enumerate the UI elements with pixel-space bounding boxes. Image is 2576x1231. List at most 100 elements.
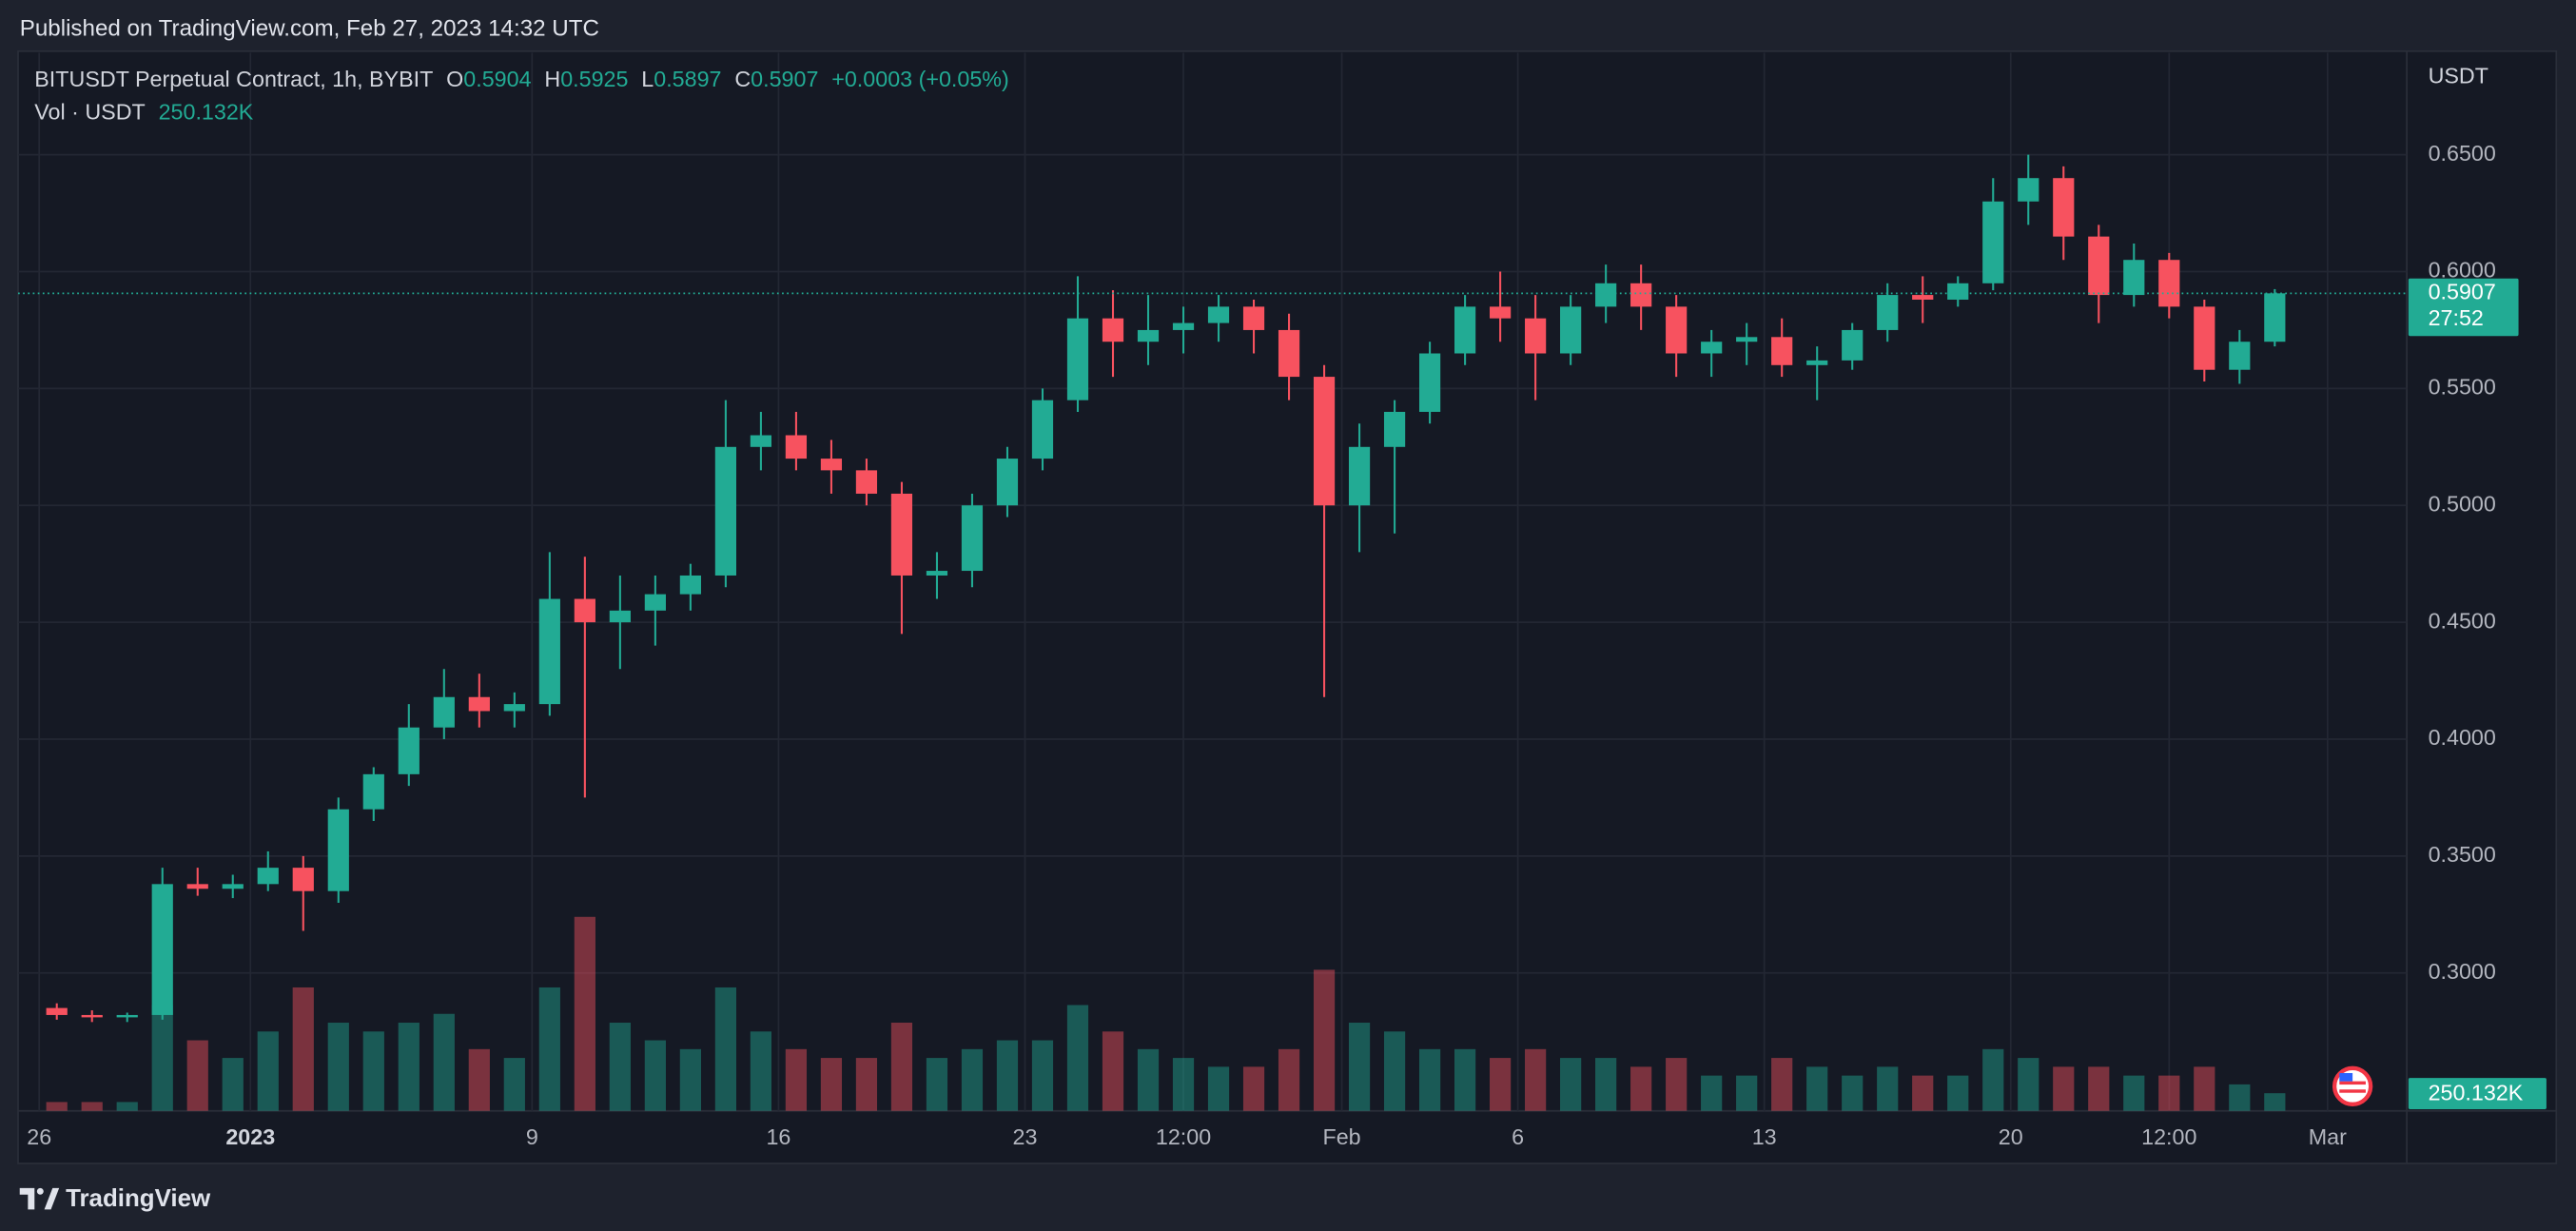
candle-body bbox=[116, 1014, 138, 1018]
candle-body bbox=[1877, 295, 1899, 330]
y-tick-label: 0.4500 bbox=[2429, 608, 2496, 633]
candle-body bbox=[1102, 318, 1124, 342]
candle-body bbox=[2088, 236, 2110, 296]
ohlc-value: 0.5907 bbox=[751, 67, 818, 91]
candle-body bbox=[503, 704, 525, 712]
candle-body bbox=[750, 435, 772, 447]
legend-line: BITUSDT Perpetual Contract, 1h, BYBIT O0.… bbox=[34, 67, 1009, 91]
candle-body bbox=[2194, 306, 2215, 370]
volume-label-box bbox=[2408, 1078, 2547, 1109]
volume-bar bbox=[1666, 1058, 1688, 1111]
volume-bar bbox=[1418, 1048, 1441, 1111]
volume-bars bbox=[46, 916, 2286, 1111]
ohlc-label: O bbox=[446, 67, 463, 91]
symbol-name: BITUSDT Perpetual Contract, 1h, BYBIT bbox=[34, 67, 433, 91]
volume-bar bbox=[538, 987, 560, 1111]
volume-bar bbox=[2264, 1093, 2286, 1111]
x-tick-label: 12:00 bbox=[2141, 1124, 2196, 1149]
volume-bar bbox=[820, 1058, 843, 1111]
candle-body bbox=[855, 470, 878, 494]
flag-icon bbox=[2332, 1065, 2373, 1106]
y-tick-label: 0.4000 bbox=[2429, 725, 2496, 750]
candle-body bbox=[1418, 353, 1441, 412]
candle-body bbox=[1207, 306, 1230, 323]
candle-body bbox=[1383, 411, 1406, 447]
candle-body bbox=[151, 884, 173, 1015]
change-value: +0.0003 (+0.05%) bbox=[831, 67, 1009, 91]
volume-bar bbox=[1172, 1058, 1195, 1111]
volume-bar bbox=[750, 1031, 772, 1111]
y-tick-label: 0.6000 bbox=[2429, 258, 2496, 283]
volume-bar bbox=[1877, 1066, 1899, 1111]
volume-bar bbox=[714, 987, 736, 1111]
candle-body bbox=[1525, 318, 1547, 354]
candle-body bbox=[820, 459, 843, 471]
volume-bar bbox=[222, 1058, 244, 1111]
volume-bar bbox=[961, 1048, 984, 1111]
y-tick-label: 0.5000 bbox=[2429, 491, 2496, 516]
published-note: Published on TradingView.com, Feb 27, 20… bbox=[20, 16, 599, 42]
volume-bar bbox=[2053, 1066, 2075, 1111]
candle-body bbox=[1630, 283, 1652, 307]
volume-label: 250.132K bbox=[2429, 1081, 2524, 1105]
x-tick-label: 2023 bbox=[225, 1124, 275, 1149]
candle-body bbox=[81, 1014, 103, 1018]
volume-bar bbox=[1982, 1048, 2004, 1111]
volume-bar bbox=[1383, 1031, 1406, 1111]
candle-body bbox=[292, 868, 314, 891]
volume-bar bbox=[1242, 1066, 1265, 1111]
candle-body bbox=[2158, 260, 2180, 307]
candle-body bbox=[1666, 306, 1688, 354]
candle-body bbox=[2123, 260, 2145, 296]
candle-body bbox=[1066, 318, 1089, 401]
ohlc-value: 0.5925 bbox=[560, 67, 628, 91]
ohlc-value: 0.5897 bbox=[654, 67, 721, 91]
candle-body bbox=[257, 868, 279, 885]
candle-body bbox=[468, 696, 490, 712]
candle-body bbox=[1454, 306, 1476, 354]
candle-body bbox=[538, 598, 560, 705]
candle-body bbox=[1595, 283, 1617, 307]
candle-body bbox=[1031, 400, 1054, 459]
x-tick-label: 6 bbox=[1512, 1124, 1524, 1149]
volume-bar bbox=[1842, 1075, 1864, 1111]
candle-body bbox=[1701, 342, 1723, 354]
y-tick-label: 0.5500 bbox=[2429, 375, 2496, 400]
candle-body bbox=[1947, 283, 1969, 300]
axis-label: USDT bbox=[2429, 64, 2488, 88]
volume-bar bbox=[2229, 1084, 2251, 1111]
candle-body bbox=[890, 493, 913, 576]
volume-bar bbox=[1137, 1048, 1160, 1111]
volume-bar bbox=[574, 916, 595, 1111]
x-tick-label: 16 bbox=[766, 1124, 790, 1149]
candle-body bbox=[1242, 306, 1265, 330]
volume-bar bbox=[1207, 1066, 1230, 1111]
volume-name: Vol · USDT bbox=[34, 100, 146, 125]
candle-body bbox=[961, 505, 984, 572]
chart-frame bbox=[17, 49, 2558, 1164]
x-tick-label: Mar bbox=[2309, 1124, 2347, 1149]
candle-body bbox=[327, 809, 349, 891]
candle-body bbox=[398, 727, 420, 774]
candle-body bbox=[2264, 293, 2286, 342]
ohlc-value: 0.5904 bbox=[463, 67, 531, 91]
x-tick-label: 12:00 bbox=[1156, 1124, 1211, 1149]
candle-body bbox=[1912, 295, 1934, 300]
volume-bar bbox=[644, 1040, 666, 1111]
candle-body bbox=[1736, 337, 1758, 342]
volume-bar bbox=[1701, 1075, 1723, 1111]
candle-body bbox=[785, 435, 808, 459]
volume-bar bbox=[151, 1005, 173, 1111]
volume-bar bbox=[327, 1023, 349, 1111]
candle-body bbox=[1490, 306, 1512, 319]
candle-body bbox=[1172, 322, 1195, 330]
candle-body bbox=[222, 884, 244, 889]
x-tick-label: 20 bbox=[1999, 1124, 2023, 1149]
volume-bar bbox=[1102, 1031, 1124, 1111]
volume-bar bbox=[2123, 1075, 2145, 1111]
volume-bar bbox=[1771, 1058, 1793, 1111]
volume-bar bbox=[785, 1048, 808, 1111]
last-price-box bbox=[2408, 278, 2519, 337]
volume-bar bbox=[292, 987, 314, 1111]
volume-bar bbox=[362, 1031, 384, 1111]
